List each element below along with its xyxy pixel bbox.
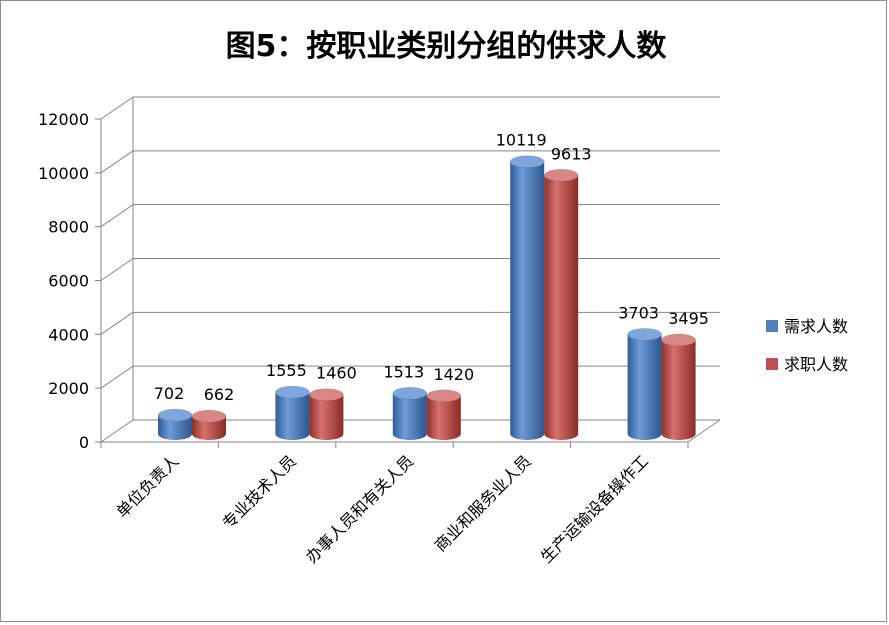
legend-swatch-demand <box>766 320 778 332</box>
data-label: 3495 <box>668 309 709 328</box>
bar-top <box>661 333 696 347</box>
chart-title: 图5：按职业类别分组的供求人数 <box>226 29 668 64</box>
bar-top <box>275 385 310 399</box>
legend-label-seekers: 求职人数 <box>784 355 848 374</box>
data-labels: 702 1555 1513 10119 3703 662 1460 1420 9613 3495 <box>154 131 709 405</box>
bar-top <box>509 155 545 168</box>
bar-top <box>157 408 193 422</box>
y-tick-label: 8000 <box>48 218 89 237</box>
gridline-diag <box>100 311 134 335</box>
y-tick-label: 4000 <box>48 325 89 344</box>
gridlines <box>100 96 720 443</box>
bars <box>157 155 696 441</box>
data-label: 662 <box>204 385 235 404</box>
bar-top <box>426 389 462 403</box>
gridline-diag <box>100 204 134 228</box>
bar-demand <box>627 334 662 441</box>
category-label: 生产运输设备操作工 <box>537 451 652 566</box>
data-label: 702 <box>154 384 185 403</box>
bar-top <box>543 169 579 182</box>
bar-demand <box>275 392 310 441</box>
data-label: 10119 <box>496 131 547 150</box>
y-tick-label: 0 <box>79 433 89 452</box>
floor-edge <box>687 419 721 443</box>
y-tick-label: 12000 <box>38 110 89 129</box>
gridline-diag <box>100 258 134 281</box>
category-label: 商业和服务业人员 <box>431 451 535 555</box>
y-tick-label: 6000 <box>48 272 89 291</box>
bar-demand <box>510 161 545 441</box>
bar-seekers <box>192 416 226 440</box>
y-tick-label: 10000 <box>38 164 89 183</box>
bar-demand <box>158 415 192 440</box>
data-label: 1555 <box>266 361 307 380</box>
category-label: 办事人员和有关人员 <box>302 451 417 566</box>
gridline-diag <box>100 150 134 174</box>
data-label: 9613 <box>551 144 592 163</box>
category-label: 专业技术人员 <box>219 451 300 532</box>
bar-seekers <box>309 394 344 441</box>
bar-top <box>309 388 344 401</box>
gridline-diag <box>100 365 134 389</box>
category-label: 单位负责人 <box>113 451 183 521</box>
gridline-diag <box>100 96 134 120</box>
legend: 需求人数 求职人数 <box>766 317 848 374</box>
y-axis-tick-labels: 0 2000 4000 6000 8000 10000 12000 <box>38 110 89 452</box>
bar-demand <box>392 393 427 441</box>
gridline-diag <box>100 419 134 443</box>
data-label: 1460 <box>316 364 357 383</box>
bar-top <box>627 328 662 341</box>
y-tick-label: 2000 <box>48 379 89 398</box>
axes <box>95 97 721 448</box>
category-labels: 单位负责人 专业技术人员 办事人员和有关人员 商业和服务业人员 生产运输设备操作工 <box>113 451 653 566</box>
legend-swatch-seekers <box>766 358 778 370</box>
bar-seekers <box>661 339 696 441</box>
bar-top <box>392 387 428 400</box>
bar-seekers <box>544 175 579 441</box>
legend-label-demand: 需求人数 <box>784 317 848 336</box>
data-label: 1420 <box>433 365 474 384</box>
data-label: 1513 <box>383 362 424 381</box>
bar-top <box>191 409 227 423</box>
bar-seekers <box>426 395 461 441</box>
data-label: 3703 <box>618 303 659 322</box>
